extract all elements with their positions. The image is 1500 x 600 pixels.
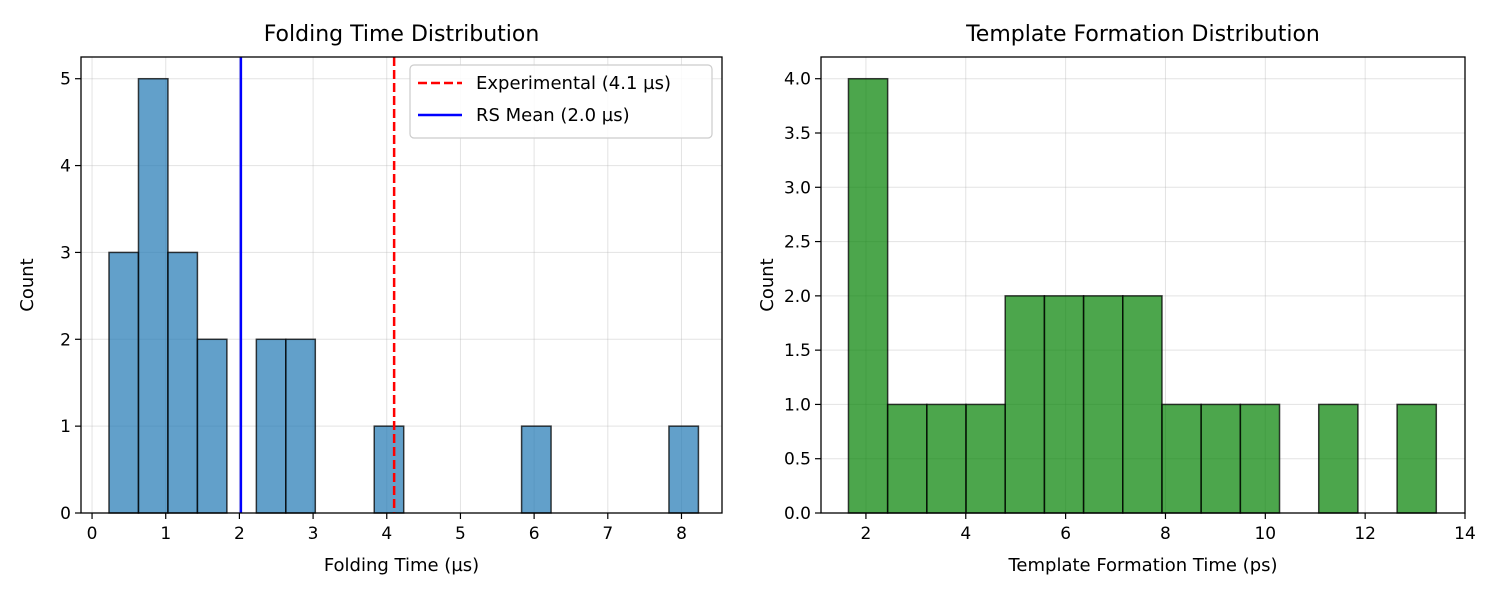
x-tick-label: 8 [676,524,687,544]
histogram-bar [886,403,928,514]
x-tick-label: 0 [87,524,98,544]
histogram-bar [668,425,700,514]
histogram-bar [1161,403,1202,514]
x-tick-label: 4 [960,524,971,544]
x-tick-label: 6 [1060,524,1071,544]
histogram-bar [373,425,405,514]
y-axis-label: Count [757,258,778,311]
histogram-bar [1043,295,1085,514]
histogram-bar [196,338,228,514]
histogram-bar [926,403,967,514]
y-tick-label: 3.5 [784,124,811,144]
y-tick-label: 1.5 [784,341,811,361]
x-tick-label: 7 [602,524,613,544]
y-tick-label: 2.5 [784,233,811,253]
histogram-bar [255,338,287,514]
x-tick-label: 2 [234,524,245,544]
legend: Experimental (4.1 µs) RS Mean (2.0 µs) [409,64,713,139]
x-tick-label: 1 [160,524,171,544]
y-tick-label: 3.0 [784,178,811,198]
chart-title: Folding Time Distribution [264,22,540,47]
histogram-bar [520,425,552,514]
y-tick-label: 1 [60,417,71,437]
chart-1: 0 1 2 3 4 5 6 7 8 0 1 2 3 4 5 Folding Time Distribution… [17,22,723,576]
y-tick-label: 2 [60,330,71,350]
x-tick-label: 5 [455,524,466,544]
histogram-bar [137,77,169,514]
histogram-bar [1317,403,1359,514]
y-tick-label: 1.0 [784,395,811,415]
y-tick-label: 0.5 [784,450,811,470]
y-axis-label: Count [17,258,38,311]
axes-frame [820,56,1466,514]
y-tick-label: 4 [60,157,71,177]
x-tick-label: 2 [861,524,872,544]
x-axis-label: Template Formation Time (ps) [1007,555,1277,576]
x-tick-label: 8 [1160,524,1171,544]
histogram-bar [1082,295,1124,514]
chart-title: Template Formation Distribution [965,22,1320,47]
histogram-bar [965,403,1006,514]
histogram-bar [847,77,889,514]
histogram-bar [108,251,140,514]
y-tick-label: 0 [60,504,71,524]
x-tick-label: 6 [529,524,540,544]
y-tick-label: 2.0 [784,287,811,307]
chart-2: 2 4 6 8 10 12 14 0.0 0.5 1.0 1.5 2.0 2.5 3.0 3.5 4.0 Tem… [757,22,1476,576]
histogram-bar [1122,295,1163,514]
axes-frame [80,56,723,514]
histogram-bar [1396,403,1438,514]
x-tick-label: 12 [1354,524,1376,544]
legend-label: RS Mean (2.0 µs) [476,105,630,126]
histogram-bar [1239,403,1281,514]
x-tick-label: 10 [1254,524,1276,544]
histogram-bar [1200,403,1242,514]
x-tick-label: 4 [381,524,392,544]
histogram-bar [167,251,199,514]
histogram-bar [285,338,317,514]
x-tick-label: 14 [1454,524,1476,544]
y-tick-label: 5 [60,70,71,90]
y-tick-label: 0.0 [784,504,811,524]
histogram-bar [1004,295,1046,514]
x-tick-label: 3 [308,524,319,544]
x-axis-label: Folding Time (µs) [324,555,479,576]
y-tick-label: 4.0 [784,70,811,90]
legend-label: Experimental (4.1 µs) [476,73,671,94]
legend-box [409,64,713,139]
y-tick-label: 3 [60,243,71,263]
